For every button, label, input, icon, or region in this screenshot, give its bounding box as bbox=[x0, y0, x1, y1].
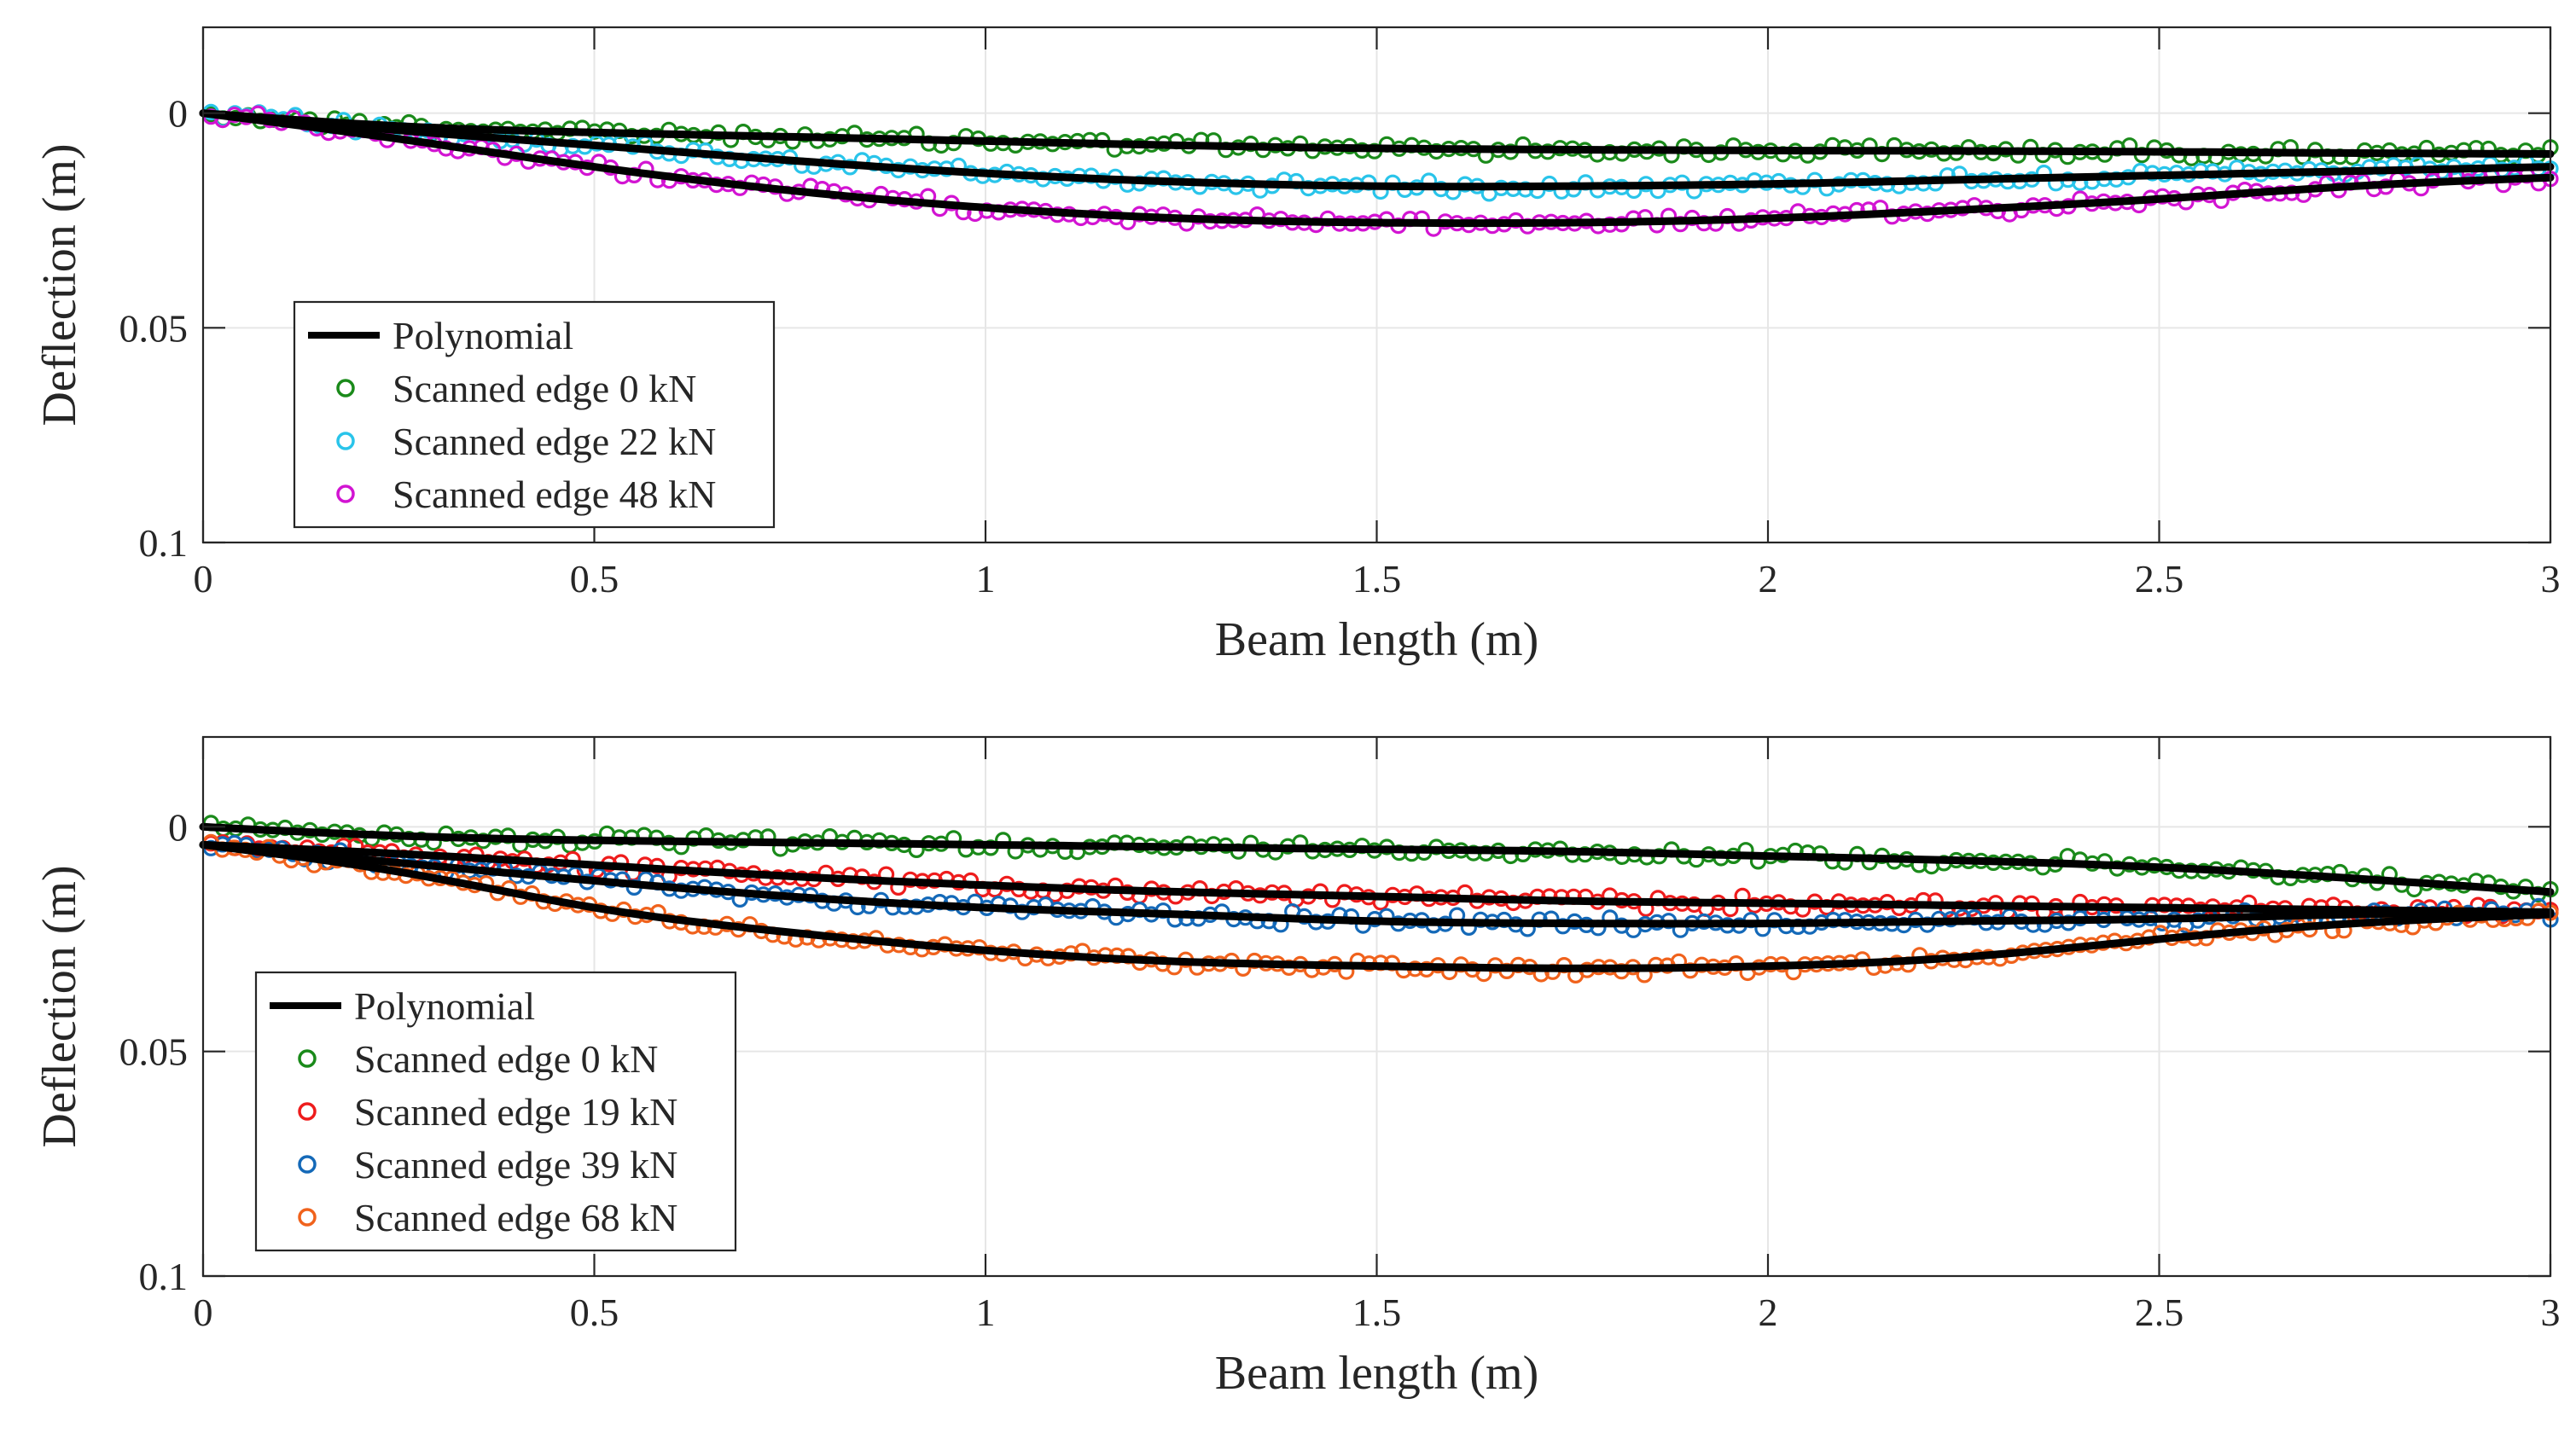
x-tick-label: 2.5 bbox=[2135, 557, 2184, 600]
legend: Polynomial Scanned edge 0 kN Scanned edge … bbox=[254, 971, 737, 1252]
x-tick-label: 0 bbox=[194, 1291, 213, 1334]
legend-label-2: Scanned edge 19 kN bbox=[354, 1090, 677, 1134]
y-tick-label: 0.05 bbox=[119, 306, 189, 350]
ticks bbox=[201, 737, 2552, 1278]
polynomial-line-2 bbox=[199, 840, 2555, 916]
x-tick-label: 0.5 bbox=[570, 1291, 619, 1334]
x-tick-label: 0 bbox=[194, 557, 213, 600]
polynomial-line-2 bbox=[199, 109, 2555, 191]
chart-panel-2: 0 0.5 1 1.5 2 2.5 3 0 0.05 0.1 Beam length (m) Defl… bbox=[33, 735, 2561, 1400]
legend-label-1: Scanned edge 0 kN bbox=[354, 1037, 658, 1081]
legend: Polynomial Scanned edge 0 kN Scanned edge … bbox=[293, 300, 776, 529]
x-tick-label: 1 bbox=[976, 557, 996, 600]
y-axis-label: Deflection (m) bbox=[33, 143, 86, 426]
legend-box bbox=[293, 300, 776, 529]
legend-marker-2 bbox=[336, 432, 355, 450]
polynomial-line-3 bbox=[199, 109, 2555, 228]
y-tick-label: 0.05 bbox=[119, 1030, 189, 1074]
legend-marker-4 bbox=[298, 1208, 317, 1227]
x-tick-label: 1 bbox=[976, 1291, 996, 1334]
x-tick-label: 3 bbox=[2541, 1291, 2561, 1334]
polynomial-line-3 bbox=[199, 840, 2555, 928]
legend-marker-1 bbox=[298, 1049, 317, 1068]
legend-label-1: Scanned edge 0 kN bbox=[393, 367, 696, 410]
x-tick-label: 3 bbox=[2541, 557, 2561, 600]
fit-lines bbox=[199, 109, 2555, 228]
legend-marker-3 bbox=[336, 484, 355, 503]
polynomial-line-1 bbox=[199, 822, 2555, 896]
polynomial-line-1 bbox=[199, 109, 2555, 158]
legend-marker-3 bbox=[298, 1155, 317, 1174]
y-tick-label: 0.1 bbox=[139, 521, 189, 565]
x-axis-label: Beam length (m) bbox=[1215, 1347, 1538, 1400]
legend-polynomial-label: Polynomial bbox=[393, 314, 573, 357]
y-tick-label: 0 bbox=[168, 805, 188, 849]
x-axis-label: Beam length (m) bbox=[1215, 613, 1538, 666]
legend-label-3: Scanned edge 39 kN bbox=[354, 1143, 677, 1186]
x-tick-label: 1.5 bbox=[1352, 1291, 1402, 1334]
legend-marker-2 bbox=[298, 1102, 317, 1121]
x-tick-label: 2.5 bbox=[2135, 1291, 2184, 1334]
legend-label-4: Scanned edge 68 kN bbox=[354, 1196, 677, 1239]
x-tick-label: 2 bbox=[1759, 557, 1778, 600]
y-tick-label: 0.1 bbox=[139, 1255, 189, 1298]
x-tick-label: 1.5 bbox=[1352, 557, 1402, 600]
legend-box bbox=[254, 971, 737, 1252]
x-tick-label: 0.5 bbox=[570, 557, 619, 600]
y-axis-label: Deflection (m) bbox=[33, 865, 86, 1147]
polynomial-line-4 bbox=[199, 840, 2555, 972]
y-tick-label: 0 bbox=[168, 92, 188, 136]
legend-marker-1 bbox=[336, 379, 355, 397]
fit-lines bbox=[199, 822, 2555, 972]
legend-label-2: Scanned edge 22 kN bbox=[393, 420, 716, 463]
chart-panel-1: 0 0.5 1 1.5 2 2.5 3 0 0.05 0.1 Beam length (m) Defl… bbox=[33, 26, 2561, 666]
legend-label-3: Scanned edge 48 kN bbox=[393, 473, 716, 516]
x-tick-label: 2 bbox=[1759, 1291, 1778, 1334]
legend-polynomial-label: Polynomial bbox=[354, 984, 535, 1028]
